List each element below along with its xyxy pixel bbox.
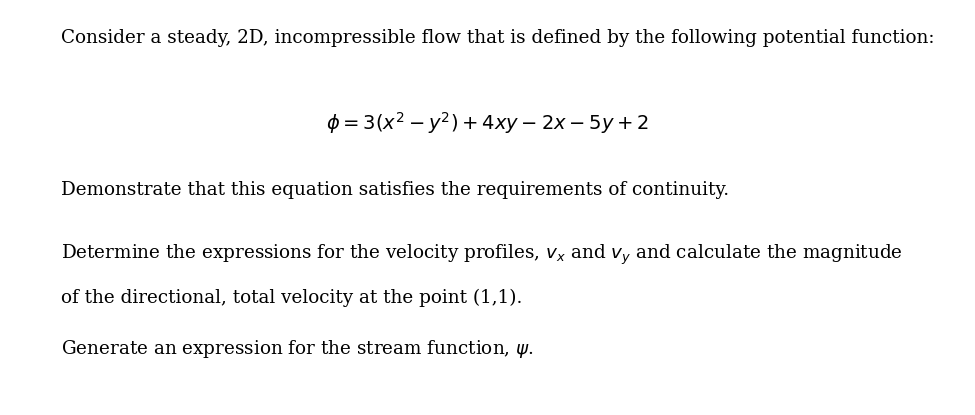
Text: Generate an expression for the stream function, $\psi$.: Generate an expression for the stream fu… [61, 338, 534, 360]
Text: Demonstrate that this equation satisfies the requirements of continuity.: Demonstrate that this equation satisfies… [61, 181, 729, 198]
Text: Consider a steady, 2D, incompressible flow that is defined by the following pote: Consider a steady, 2D, incompressible fl… [61, 29, 935, 47]
Text: of the directional, total velocity at the point (1,1).: of the directional, total velocity at th… [61, 288, 523, 307]
Text: $\phi = 3(x^2 - y^2) + 4xy - 2x - 5y + 2$: $\phi = 3(x^2 - y^2) + 4xy - 2x - 5y + 2… [326, 110, 649, 136]
Text: Determine the expressions for the velocity profiles, $v_x$ and $v_y$ and calcula: Determine the expressions for the veloci… [61, 243, 903, 267]
